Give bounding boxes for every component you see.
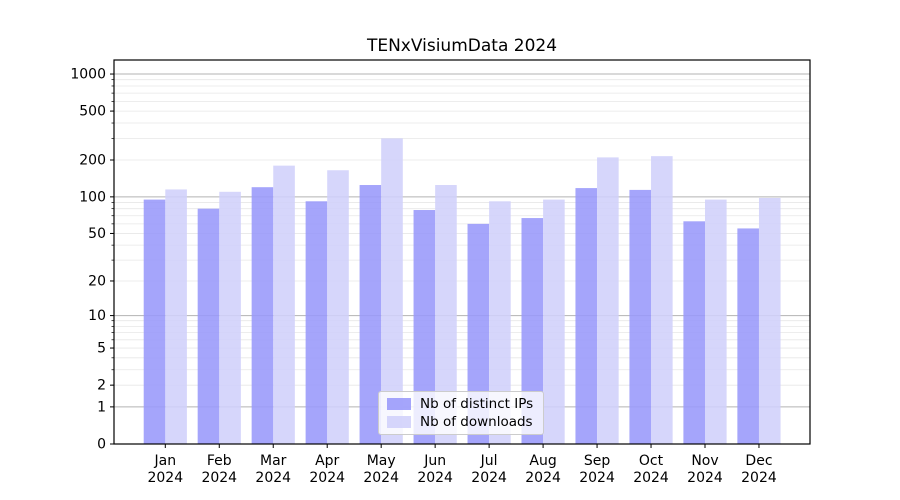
legend-swatch-downloads (387, 416, 411, 428)
x-tick-label-month: Feb (207, 453, 232, 469)
bar-mar-s1 (273, 165, 295, 444)
x-tick-label-year: 2024 (363, 470, 399, 486)
y-tick-label: 100 (79, 189, 106, 205)
bar-apr-s1 (327, 170, 349, 444)
legend-label: Nb of distinct IPs (420, 396, 534, 412)
legend: Nb of distinct IPs Nb of downloads (378, 391, 544, 435)
x-tick-label-year: 2024 (201, 470, 237, 486)
bar-may-s0 (359, 185, 382, 445)
x-tick-label-month: Sep (584, 453, 611, 469)
bar-nov-s1 (705, 199, 727, 444)
bar-jun-s1 (435, 185, 457, 445)
x-tick-label-month: Jun (423, 453, 446, 469)
bar-dec-s1 (758, 197, 781, 444)
bar-jan-s1 (165, 189, 187, 444)
x-tick-label-month: Mar (260, 453, 287, 469)
bar-jul-s1 (489, 201, 511, 444)
x-tick-label-month: Dec (745, 453, 772, 469)
x-tick-label-month: Aug (529, 453, 556, 469)
x-tick-label-year: 2024 (417, 470, 453, 486)
x-tick-label-month: Apr (315, 453, 339, 469)
y-tick-label: 500 (79, 104, 106, 120)
y-tick-label: 1000 (70, 67, 106, 83)
chart-title: TENxVisiumData 2024 (366, 36, 558, 56)
bar-oct-s0 (629, 189, 652, 444)
bar-aug-s1 (543, 199, 565, 444)
x-tick-label-year: 2024 (579, 470, 615, 486)
bar-jun-s0 (413, 210, 436, 444)
x-tick-label-year: 2024 (255, 470, 291, 486)
y-tick-label: 1 (97, 399, 106, 415)
bar-aug-s0 (521, 218, 544, 444)
bar-sep-s1 (597, 157, 619, 444)
bar-nov-s0 (683, 221, 705, 444)
y-tick-label: 20 (88, 273, 106, 289)
legend-item-downloads: Nb of downloads (387, 414, 535, 430)
y-tick-label: 5 (97, 341, 106, 357)
y-tick-label: 0 (97, 437, 106, 453)
x-tick-label-year: 2024 (687, 470, 723, 486)
bar-mar-s0 (251, 187, 274, 444)
bar-oct-s1 (651, 156, 673, 444)
x-tick-label-month: Jan (154, 453, 177, 469)
x-tick-label-month: Jul (480, 453, 498, 469)
y-tick-label: 2 (97, 378, 106, 394)
bar-may-s1 (381, 138, 403, 444)
bar-feb-s0 (197, 208, 220, 444)
x-tick-label-month: Nov (691, 453, 718, 469)
legend-label: Nb of downloads (420, 414, 533, 430)
bar-feb-s1 (219, 191, 241, 444)
x-tick-label-year: 2024 (525, 470, 561, 486)
x-tick-label-month: Oct (639, 453, 664, 469)
plot-border (113, 59, 811, 445)
y-tick-label: 10 (88, 308, 106, 324)
x-tick-label-year: 2024 (309, 470, 345, 486)
bar-dec-s0 (737, 228, 759, 444)
bar-jul-s0 (467, 223, 490, 444)
bar-apr-s0 (305, 201, 328, 444)
x-tick-label-year: 2024 (741, 470, 777, 486)
y-tick-label: 50 (88, 226, 106, 242)
x-tick-label-month: May (367, 453, 396, 469)
y-tick-label: 200 (79, 153, 106, 169)
x-tick-label-year: 2024 (147, 470, 183, 486)
bar-jan-s0 (143, 199, 166, 444)
legend-item-distinct-ips: Nb of distinct IPs (387, 396, 535, 412)
bar-sep-s0 (575, 188, 598, 444)
x-tick-label-year: 2024 (471, 470, 507, 486)
legend-swatch-distinct-ips (387, 398, 411, 410)
x-tick-label-year: 2024 (633, 470, 669, 486)
